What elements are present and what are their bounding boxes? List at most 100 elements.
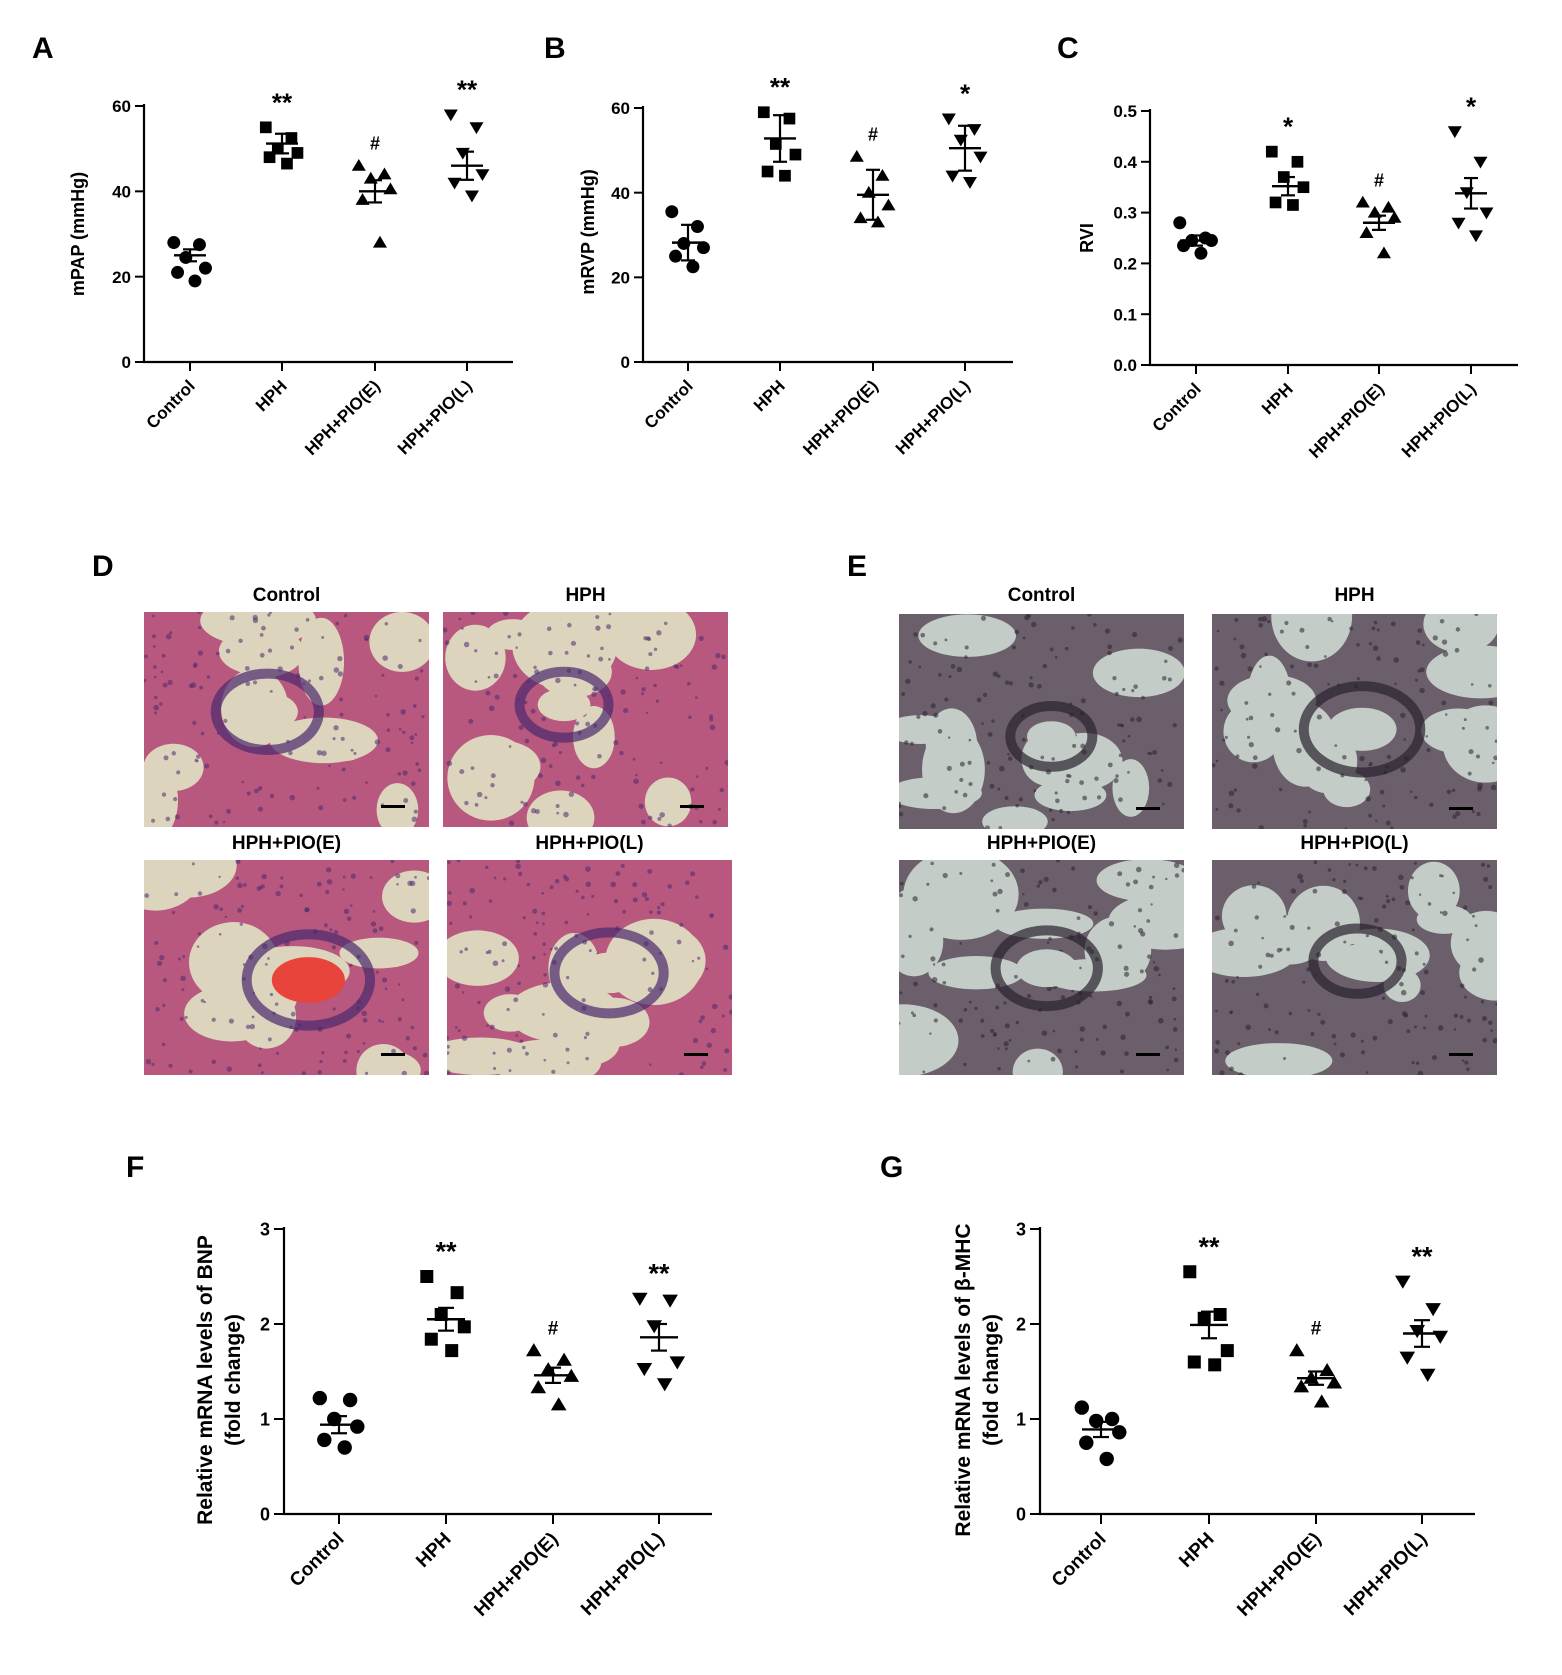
alveolus (483, 994, 537, 1032)
nucleus (533, 665, 537, 670)
nucleus (992, 891, 998, 897)
nucleus (1008, 681, 1013, 686)
nucleus (267, 957, 270, 960)
nucleus (257, 806, 263, 812)
nucleus (551, 1069, 556, 1074)
nucleus (1257, 616, 1263, 622)
data-point (281, 157, 293, 170)
alveolus (982, 806, 1048, 829)
nucleus (454, 1026, 458, 1029)
nucleus (506, 1007, 510, 1012)
nucleus (1341, 889, 1347, 895)
nucleus (374, 694, 378, 698)
nucleus (1225, 1050, 1230, 1056)
x-tick-label: Control (641, 376, 697, 432)
nucleus (1307, 662, 1312, 668)
nucleus (723, 1067, 728, 1072)
nucleus (1003, 1041, 1009, 1047)
nucleus (1432, 635, 1438, 641)
nucleus (717, 807, 721, 811)
nucleus (933, 1018, 938, 1023)
nucleus (328, 764, 331, 768)
data-point (556, 1352, 572, 1366)
nucleus (504, 986, 511, 992)
nucleus (1162, 675, 1167, 681)
nucleus (954, 790, 959, 794)
nucleus (1310, 1031, 1315, 1036)
nucleus (1411, 928, 1415, 932)
nucleus (1024, 614, 1030, 621)
nucleus (1122, 739, 1126, 743)
nucleus (944, 638, 948, 642)
nucleus (1051, 757, 1055, 761)
nucleus (997, 1066, 1001, 1071)
nucleus (239, 922, 243, 926)
nucleus (532, 908, 538, 914)
nucleus (403, 798, 409, 804)
nucleus (591, 894, 595, 898)
chart-g: 0 1 2 3 Relative mRNA levels of β-MHC (fold c… (952, 1219, 1475, 1621)
nucleus (1331, 1033, 1337, 1039)
nucleus (474, 802, 479, 807)
nucleus (1482, 1037, 1488, 1043)
nucleus (447, 1035, 450, 1040)
nucleus (1018, 797, 1023, 802)
nucleus (1212, 763, 1216, 768)
nucleus (1410, 876, 1414, 880)
nucleus (575, 721, 580, 726)
nucleus (565, 975, 570, 980)
y-axis-label: RVI (1077, 223, 1097, 253)
nucleus (595, 614, 600, 620)
nucleus (1494, 739, 1497, 743)
significance-label: ** (1411, 1241, 1433, 1271)
nucleus (647, 868, 653, 874)
nucleus (397, 663, 403, 670)
data-point (761, 165, 774, 178)
nucleus (1071, 989, 1074, 993)
nucleus (405, 1036, 410, 1041)
nucleus (1333, 1042, 1337, 1046)
nucleus (1023, 902, 1029, 907)
nucleus (1141, 695, 1145, 700)
nucleus (190, 682, 197, 688)
nucleus (1307, 1009, 1311, 1012)
nucleus (211, 1017, 216, 1022)
nucleus (695, 696, 698, 700)
data-point (450, 1286, 464, 1300)
nucleus (490, 783, 495, 788)
nucleus (349, 904, 353, 907)
nucleus (1286, 947, 1291, 952)
data-point (769, 138, 782, 150)
nucleus (196, 945, 200, 948)
nucleus (1248, 741, 1254, 748)
x-tick-label: HPH+PIO(E) (301, 376, 384, 459)
nucleus (342, 875, 346, 879)
data-point (1425, 1303, 1441, 1317)
nucleus (992, 1033, 996, 1037)
nucleus (1453, 1028, 1457, 1031)
nucleus (908, 934, 912, 939)
micrograph-d-title-control: Control (252, 585, 321, 606)
nucleus (1390, 621, 1396, 627)
nucleus (182, 955, 186, 959)
x-tick-label: HPH+PIO(L) (892, 376, 974, 458)
nucleus (381, 1020, 384, 1023)
nucleus (555, 780, 561, 787)
nucleus (585, 1056, 589, 1061)
nucleus (225, 648, 231, 654)
nucleus (1399, 884, 1405, 890)
nucleus (1172, 723, 1177, 728)
nucleus (145, 1058, 152, 1065)
nucleus (1398, 874, 1404, 881)
nucleus (474, 649, 478, 653)
data-point (342, 1392, 358, 1408)
nucleus (174, 814, 180, 820)
nucleus (1452, 891, 1456, 895)
nucleus (541, 891, 545, 895)
nucleus (608, 658, 611, 661)
nucleus (1334, 744, 1338, 748)
micrograph-image (899, 614, 1184, 829)
data-point (1319, 1363, 1335, 1377)
nucleus (724, 1048, 730, 1054)
nucleus (615, 871, 621, 877)
